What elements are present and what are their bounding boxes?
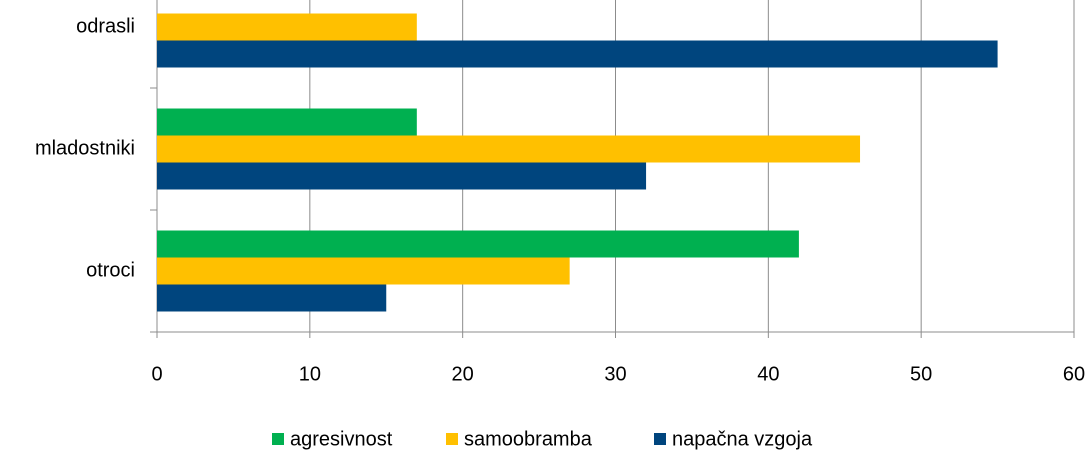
y-tick-label: odrasli <box>76 15 135 37</box>
x-tick-label: 50 <box>910 363 932 385</box>
legend-swatch <box>272 433 284 445</box>
bar <box>157 40 998 68</box>
legend-label: agresivnost <box>290 428 393 450</box>
bar <box>157 13 417 41</box>
legend-label: napačna vzgoja <box>672 428 813 450</box>
bar <box>157 257 570 285</box>
x-tick-label: 20 <box>452 363 474 385</box>
legend-swatch <box>654 433 666 445</box>
bar <box>157 230 799 258</box>
y-tick-label: otroci <box>86 259 135 281</box>
x-tick-label: 60 <box>1063 363 1085 385</box>
bar <box>157 135 861 163</box>
bar <box>157 284 387 312</box>
x-tick-label: 30 <box>604 363 626 385</box>
legend-label: samoobramba <box>464 428 593 450</box>
bar <box>157 108 417 136</box>
x-tick-label: 0 <box>151 363 162 385</box>
x-tick-label: 40 <box>757 363 779 385</box>
y-tick-label: mladostniki <box>35 137 135 159</box>
bar <box>157 162 647 190</box>
x-tick-label: 10 <box>299 363 321 385</box>
legend-swatch <box>446 433 458 445</box>
